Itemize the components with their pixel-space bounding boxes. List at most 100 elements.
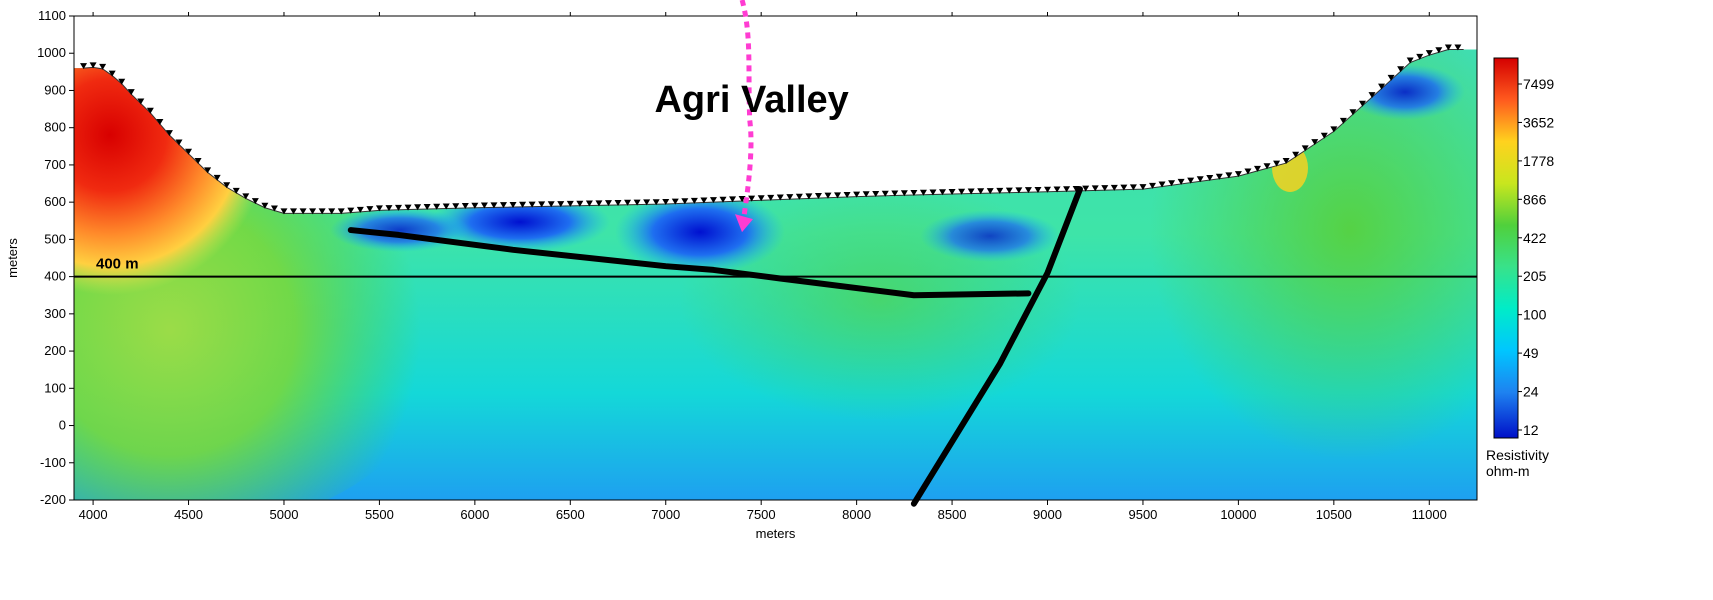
x-tick-label: 7500 [747, 507, 776, 522]
colorbar-tick-label: 422 [1523, 230, 1547, 246]
electrode-marker [872, 191, 880, 198]
electrode-marker [519, 201, 527, 208]
electrode-marker [967, 188, 975, 195]
x-tick-label: 8000 [842, 507, 871, 522]
y-tick-label: 400 [44, 269, 66, 284]
electrode-marker [1120, 184, 1128, 191]
electrode-marker [977, 188, 985, 195]
electrode-marker [1330, 126, 1338, 133]
electrode-marker [690, 197, 698, 204]
electrode-marker [1082, 185, 1090, 192]
y-tick-label: 300 [44, 306, 66, 321]
y-tick-label: 0 [59, 418, 66, 433]
x-tick-label: 10500 [1316, 507, 1352, 522]
colorbar-tick-label: 866 [1523, 191, 1547, 207]
plot-frame [73, 15, 1478, 501]
electrode-marker [1005, 187, 1013, 194]
electrode-marker [165, 130, 173, 137]
electrode-marker [1454, 44, 1462, 51]
electrode-marker [1215, 173, 1223, 180]
electrode-marker [1034, 186, 1042, 193]
electrode-marker [834, 192, 842, 199]
electrode-marker [404, 204, 412, 211]
electrode-marker [700, 197, 708, 204]
electrode-marker [958, 188, 966, 195]
electrode-marker [1148, 182, 1156, 189]
colorbar-tick-label: 205 [1523, 268, 1547, 284]
electrode-marker [662, 199, 670, 206]
electrode-marker [375, 205, 383, 212]
electrode-marker [1158, 181, 1166, 188]
electrode-marker [328, 208, 336, 215]
colorbar-tick-label: 1778 [1523, 153, 1554, 169]
electrode-marker [633, 199, 641, 206]
electrode-marker [223, 182, 231, 189]
electrode-marker [471, 202, 479, 209]
electrode-marker [442, 203, 450, 210]
electrode-marker [795, 193, 803, 200]
electrode-marker [910, 190, 918, 197]
x-tick-label: 6000 [460, 507, 489, 522]
electrode-marker [1234, 171, 1242, 178]
electrode-marker [1206, 175, 1214, 182]
electrode-marker [127, 89, 135, 96]
electrode-marker [423, 204, 431, 211]
electrode-marker [767, 194, 775, 201]
electrode-marker [1253, 165, 1261, 172]
electrode-marker [261, 202, 269, 209]
electrode-marker [1263, 163, 1271, 170]
electrode-marker [414, 204, 422, 211]
electrode-marker [643, 199, 651, 206]
electrode-markers [80, 44, 1462, 215]
electrode-marker [681, 198, 689, 205]
electrode-marker [337, 208, 345, 215]
x-axis-title: meters [756, 526, 796, 541]
electrode-marker [814, 193, 822, 200]
electrode-marker [528, 201, 536, 208]
electrode-marker [232, 187, 240, 194]
electrode-marker [757, 195, 765, 202]
colorbar-tick-label: 12 [1523, 422, 1539, 438]
electrode-marker [595, 200, 603, 207]
colorbar-tick-label: 3652 [1523, 114, 1554, 130]
electrode-marker [709, 197, 717, 204]
electrode-marker [853, 191, 861, 198]
electrode-marker [748, 195, 756, 202]
electrode-marker [1225, 172, 1233, 179]
electrode-marker [1177, 178, 1185, 185]
x-tick-label: 9500 [1128, 507, 1157, 522]
electrode-marker [89, 62, 97, 69]
electrode-marker [137, 98, 145, 105]
colorbar-tick-label: 49 [1523, 345, 1539, 361]
valley-arrow-head [735, 214, 754, 233]
electrode-marker [1101, 185, 1109, 192]
electrode-marker [1063, 186, 1071, 193]
electrode-marker [118, 78, 126, 85]
electrode-marker [385, 205, 393, 212]
electrode-marker [1244, 168, 1252, 175]
electrode-marker [538, 201, 546, 208]
electrode-marker [194, 158, 202, 165]
electrode-marker [1015, 187, 1023, 194]
electrode-marker [270, 205, 278, 212]
electrode-marker [996, 187, 1004, 194]
electrode-marker [1091, 185, 1099, 192]
y-axis: 110010009008007006005004003002001000-100… [37, 8, 74, 507]
electrode-marker [624, 199, 632, 206]
y-tick-label: 700 [44, 157, 66, 172]
y-tick-label: 500 [44, 231, 66, 246]
electrode-marker [80, 63, 88, 70]
colorbar: 7499 3652 1778 866 422 205 100 49 24 12 Resistivi… [1486, 57, 1554, 479]
colorbar-tick-label: 24 [1523, 384, 1539, 400]
reference-line-label: 400 m [96, 256, 139, 273]
x-tick-label: 6500 [556, 507, 585, 522]
electrode-marker [1053, 186, 1061, 193]
electrode-marker [156, 118, 164, 125]
electrode-marker [652, 199, 660, 206]
electrode-marker [566, 200, 574, 207]
electrode-marker [1024, 187, 1032, 194]
x-tick-label: 10000 [1220, 507, 1256, 522]
electrode-marker [99, 63, 107, 70]
electrode-marker [1139, 184, 1147, 191]
x-tick-label: 8500 [938, 507, 967, 522]
